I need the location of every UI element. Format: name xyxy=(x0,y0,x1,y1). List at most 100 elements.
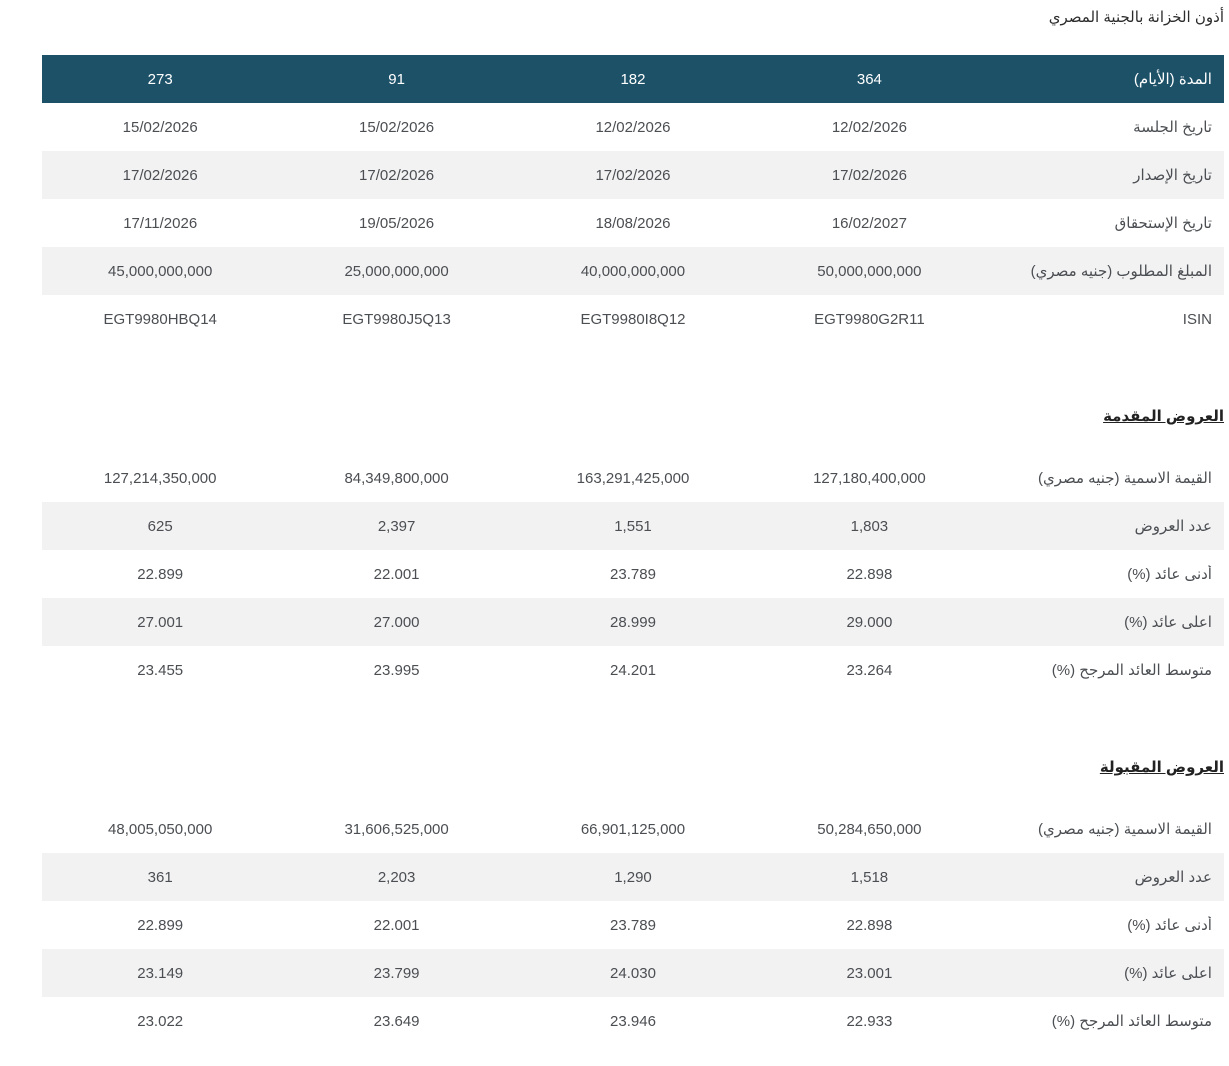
row-label: اعلى عائد (%) xyxy=(1124,614,1212,631)
value-cell: 23.149 xyxy=(137,964,184,982)
tenor-column-header: 91 xyxy=(388,70,405,88)
row-label: عدد العروض xyxy=(1134,518,1212,535)
value-cell: 31,606,525,000 xyxy=(344,820,449,838)
value-cell: 18/08/2026 xyxy=(595,214,671,232)
value-cell: 1,290 xyxy=(614,868,652,886)
value-cell: EGT9980G2R11 xyxy=(814,310,925,328)
value-cell: 24.030 xyxy=(610,964,656,982)
value-cell: 16/02/2027 xyxy=(831,214,907,232)
table-row: EGT9980HBQ14 EGT9980J5Q13 EGT9980I8Q12 EGT9… xyxy=(42,295,1224,343)
value-cell: 28.999 xyxy=(610,613,656,631)
value-cell: EGT9980J5Q13 xyxy=(342,310,451,328)
value-cell: 12/02/2026 xyxy=(595,118,671,136)
accepted-bids-rows: 48,005,050,000 31,606,525,000 66,901,125,0… xyxy=(42,805,1224,1045)
value-cell: 22.899 xyxy=(137,565,184,583)
row-label: تاريخ الجلسة xyxy=(1133,119,1212,136)
table-row: 127,214,350,000 84,349,800,000 163,291,425… xyxy=(42,454,1224,502)
value-cell: EGT9980I8Q12 xyxy=(580,310,686,328)
accepted-bids-table: 48,005,050,000 31,606,525,000 66,901,125,0… xyxy=(42,805,1224,1045)
value-cell: 127,180,400,000 xyxy=(813,469,926,487)
section-heading-accepted-bids: العروض المقبولة xyxy=(1099,759,1224,776)
row-label: تاريخ الإصدار xyxy=(1133,167,1212,184)
auction-info-rows: 15/02/2026 15/02/2026 12/02/2026 12/02/2026… xyxy=(42,103,1224,343)
row-label: عدد العروض xyxy=(1134,869,1212,886)
value-cell: 50,000,000,000 xyxy=(817,262,922,280)
value-cell: 361 xyxy=(147,868,173,886)
row-label: متوسط العائد المرجح (%) xyxy=(1051,1013,1212,1030)
value-cell: 2,203 xyxy=(377,868,416,886)
row-label: متوسط العائد المرجح (%) xyxy=(1051,662,1212,679)
value-cell: 17/02/2026 xyxy=(359,166,435,184)
value-cell: 15/02/2026 xyxy=(122,118,198,136)
value-cell: 17/02/2026 xyxy=(595,166,671,184)
value-cell: 19/05/2026 xyxy=(359,214,435,232)
value-cell: 23.455 xyxy=(137,661,184,679)
value-cell: 23.001 xyxy=(846,964,893,982)
value-cell: 1,518 xyxy=(850,868,889,886)
value-cell: 45,000,000,000 xyxy=(108,262,213,280)
row-label: أدنى عائد (%) xyxy=(1127,566,1212,583)
tenor-column-header: 273 xyxy=(147,70,173,88)
value-cell: 23.995 xyxy=(373,661,420,679)
value-cell: 23.789 xyxy=(610,565,656,583)
value-cell: 23.789 xyxy=(610,916,656,934)
table-row: 15/02/2026 15/02/2026 12/02/2026 12/02/2026… xyxy=(42,103,1224,151)
value-cell: 23.649 xyxy=(373,1012,420,1030)
value-cell: 163,291,425,000 xyxy=(576,469,690,487)
value-cell: 27.001 xyxy=(137,613,184,631)
value-cell: 17/02/2026 xyxy=(122,166,198,184)
value-cell: 27.000 xyxy=(373,613,420,631)
value-cell: 23.946 xyxy=(610,1012,656,1030)
table-row: 48,005,050,000 31,606,525,000 66,901,125,0… xyxy=(42,805,1224,853)
table-row: 22.899 22.001 23.789 22.898 أدنى عائد (%) xyxy=(42,901,1224,949)
value-cell: 625 xyxy=(147,517,173,535)
value-cell: 40,000,000,000 xyxy=(580,262,686,280)
value-cell: 17/11/2026 xyxy=(123,214,198,232)
table-row: 361 2,203 1,290 1,518 عدد العروض xyxy=(42,853,1224,901)
table-header-row: 273 91 182 364 المدة (الأيام) xyxy=(42,55,1224,103)
table-row: 23.149 23.799 24.030 23.001 اعلى عائد (%) xyxy=(42,949,1224,997)
value-cell: 50,284,650,000 xyxy=(817,820,922,838)
value-cell: EGT9980HBQ14 xyxy=(103,310,217,328)
value-cell: 2,397 xyxy=(377,517,416,535)
page-title: أذون الخزانة بالجنية المصري xyxy=(1048,9,1224,26)
row-label: المبلغ المطلوب (جنيه مصري) xyxy=(1030,263,1212,280)
row-label: ISIN xyxy=(1182,310,1212,328)
value-cell: 23.799 xyxy=(373,964,420,982)
table-row: 27.001 27.000 28.999 29.000 اعلى عائد (%) xyxy=(42,598,1224,646)
value-cell: 12/02/2026 xyxy=(831,118,907,136)
row-label: أدنى عائد (%) xyxy=(1127,917,1212,934)
row-label: اعلى عائد (%) xyxy=(1124,965,1212,982)
section-heading-submitted-bids: العروض المقدمة xyxy=(1103,408,1224,425)
table-row: 23.022 23.649 23.946 22.933 متوسط العائد الم… xyxy=(42,997,1224,1045)
value-cell: 22.898 xyxy=(846,916,893,934)
duration-days-header: المدة (الأيام) xyxy=(1133,71,1212,88)
table-row: 23.455 23.995 24.201 23.264 متوسط العائد الم… xyxy=(42,646,1224,694)
value-cell: 24.201 xyxy=(610,661,656,679)
value-cell: 48,005,050,000 xyxy=(108,820,213,838)
value-cell: 22.001 xyxy=(373,565,420,583)
auction-info-table: 273 91 182 364 المدة (الأيام) 15/02/2026… xyxy=(42,55,1224,343)
value-cell: 22.899 xyxy=(137,916,184,934)
value-cell: 22.933 xyxy=(846,1012,893,1030)
row-label: تاريخ الإستحقاق xyxy=(1114,215,1212,232)
value-cell: 29.000 xyxy=(846,613,893,631)
table-row: 625 2,397 1,551 1,803 عدد العروض xyxy=(42,502,1224,550)
value-cell: 1,551 xyxy=(614,517,652,535)
submitted-bids-table: 127,214,350,000 84,349,800,000 163,291,425… xyxy=(42,454,1224,694)
value-cell: 84,349,800,000 xyxy=(344,469,449,487)
tenor-column-header: 182 xyxy=(620,70,646,88)
table-row: 17/11/2026 19/05/2026 18/08/2026 16/02/2027… xyxy=(42,199,1224,247)
value-cell: 1,803 xyxy=(850,517,889,535)
value-cell: 127,214,350,000 xyxy=(103,469,217,487)
table-row: 22.899 22.001 23.789 22.898 أدنى عائد (%) xyxy=(42,550,1224,598)
value-cell: 15/02/2026 xyxy=(359,118,435,136)
value-cell: 22.001 xyxy=(373,916,420,934)
table-row: 45,000,000,000 25,000,000,000 40,000,000,0… xyxy=(42,247,1224,295)
value-cell: 23.022 xyxy=(137,1012,184,1030)
value-cell: 23.264 xyxy=(846,661,893,679)
submitted-bids-rows: 127,214,350,000 84,349,800,000 163,291,425… xyxy=(42,454,1224,694)
row-label: القيمة الاسمية (جنيه مصري) xyxy=(1037,821,1212,838)
value-cell: 25,000,000,000 xyxy=(344,262,449,280)
